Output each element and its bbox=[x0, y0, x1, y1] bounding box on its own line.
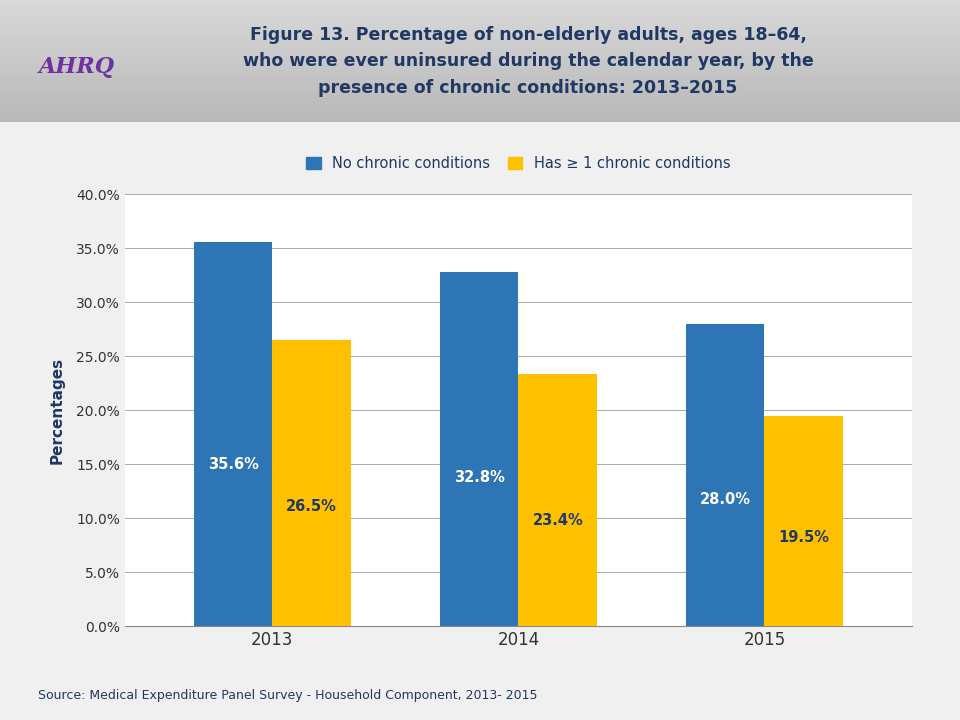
Bar bbox=[685, 324, 764, 626]
Bar bbox=[273, 340, 351, 626]
Bar bbox=[440, 272, 518, 626]
Text: 32.8%: 32.8% bbox=[454, 470, 504, 485]
Text: AHRQ: AHRQ bbox=[38, 56, 115, 78]
Bar bbox=[194, 242, 273, 626]
Text: Figure 13. Percentage of non-elderly adults, ages 18–64,
who were ever uninsured: Figure 13. Percentage of non-elderly adu… bbox=[243, 26, 813, 96]
Bar bbox=[518, 374, 597, 626]
Text: 26.5%: 26.5% bbox=[286, 499, 337, 513]
Legend: No chronic conditions, Has ≥ 1 chronic conditions: No chronic conditions, Has ≥ 1 chronic c… bbox=[300, 150, 736, 176]
Text: 23.4%: 23.4% bbox=[533, 513, 583, 528]
Text: 35.6%: 35.6% bbox=[207, 457, 258, 472]
Text: 28.0%: 28.0% bbox=[700, 492, 751, 507]
Text: Source: Medical Expenditure Panel Survey - Household Component, 2013- 2015: Source: Medical Expenditure Panel Survey… bbox=[38, 689, 538, 702]
Y-axis label: Percentages: Percentages bbox=[50, 357, 65, 464]
Text: 19.5%: 19.5% bbox=[779, 531, 829, 546]
Bar bbox=[764, 415, 843, 626]
